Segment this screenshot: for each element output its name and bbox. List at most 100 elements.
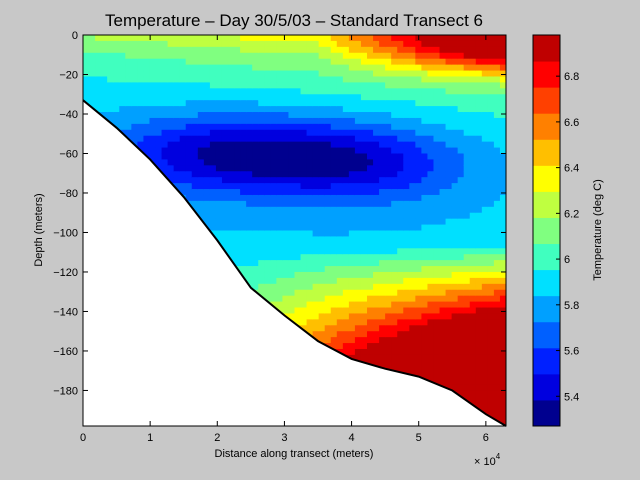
temperature-cell [179,76,187,83]
temperature-cell [499,117,506,125]
temperature-cell [439,266,447,273]
temperature-cell [276,177,284,184]
temperature-cell [113,82,120,89]
temperature-cell [348,348,356,356]
temperature-cell [391,64,398,72]
temperature-cell [167,58,175,66]
temperature-cell [409,153,416,161]
temperature-cell [451,88,459,95]
temperature-cell [360,254,368,261]
temperature-cell [173,58,181,66]
temperature-cell [234,230,241,238]
temperature-cell [475,46,483,54]
temperature-cell [330,106,338,113]
temperature-cell [119,112,126,119]
temperature-cell [481,372,489,380]
temperature-cell [487,343,495,350]
temperature-cell [203,194,211,202]
temperature-cell [463,313,471,320]
temperature-cell [397,307,404,315]
temperature-cell [427,372,435,380]
temperature-cell [125,88,132,95]
temperature-cell [409,88,416,95]
temperature-cell [318,129,326,137]
temperature-cell [354,177,362,184]
temperature-cell [385,35,392,42]
temperature-cell [391,171,398,178]
temperature-cell [342,76,350,83]
temperature-cell [457,129,465,137]
temperature-cell [391,242,398,249]
temperature-cell [336,236,344,243]
temperature-cell [451,117,459,125]
temperature-cell [385,147,392,155]
temperature-cell [89,40,96,48]
temperature-cell [191,147,199,155]
temperature-cell [185,123,193,131]
temperature-cell [354,117,362,125]
temperature-cell [113,94,120,101]
temperature-cell [469,194,477,202]
temperature-cell [228,224,235,232]
temperature-cell [367,177,374,184]
temperature-cell [137,117,145,125]
temperature-cell [439,64,447,72]
temperature-cell [234,46,241,54]
temperature-cell [324,153,332,161]
temperature-cell [367,354,374,362]
temperature-cell [493,271,501,279]
temperature-cell [421,218,429,226]
temperature-cell [179,147,187,155]
temperature-cell [113,40,120,48]
temperature-cell [258,82,265,89]
temperature-cell [258,64,265,72]
x-axis-multiplier-exponent: 4 [496,452,501,461]
temperature-cell [439,82,447,89]
temperature-cell [385,212,392,220]
temperature-cell [221,35,229,42]
temperature-cell [499,360,506,368]
temperature-cell [481,40,489,48]
temperature-cell [276,100,284,107]
temperature-cell [179,135,187,143]
temperature-cell [330,206,338,214]
temperature-cell [487,230,495,238]
temperature-cell [240,218,247,226]
temperature-cell [427,230,435,238]
temperature-cell [403,88,410,95]
temperature-cell [228,230,235,238]
temperature-cell [234,141,241,149]
temperature-cell [415,319,422,326]
temperature-cell [125,64,132,72]
temperature-cell [481,408,489,415]
temperature-cell [391,189,398,196]
temperature-cell [125,106,132,113]
temperature-cell [445,230,453,238]
temperature-cell [481,200,489,208]
temperature-cell [155,46,163,54]
temperature-cell [415,337,422,344]
temperature-cell [246,135,253,143]
temperature-cell [167,153,175,161]
temperature-cell [487,307,495,315]
temperature-cell [264,88,271,95]
temperature-cell [264,147,271,155]
temperature-cell [367,254,374,261]
temperature-cell [457,236,465,243]
temperature-cell [463,46,471,54]
temperature-cell [499,408,506,415]
temperature-cell [215,106,223,113]
temperature-cell [324,40,332,48]
temperature-cell [451,159,459,166]
temperature-cell [475,58,483,66]
temperature-cell [373,165,380,172]
temperature-cell [294,141,302,149]
temperature-cell [379,236,386,243]
temperature-cell [354,64,362,72]
temperature-cell [336,58,344,66]
temperature-cell [330,266,338,273]
temperature-cell [306,141,314,149]
temperature-cell [397,337,404,344]
temperature-cell [246,82,253,89]
temperature-cell [306,129,314,137]
